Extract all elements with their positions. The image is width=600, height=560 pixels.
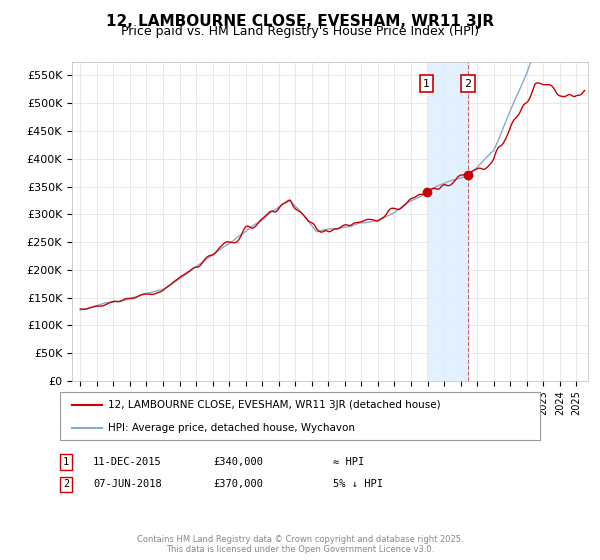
Text: ≈ HPI: ≈ HPI	[333, 457, 364, 467]
Text: £340,000: £340,000	[213, 457, 263, 467]
Text: 2: 2	[63, 479, 69, 489]
Text: 1: 1	[63, 457, 69, 467]
Text: 1: 1	[423, 79, 430, 89]
Text: 12, LAMBOURNE CLOSE, EVESHAM, WR11 3JR (detached house): 12, LAMBOURNE CLOSE, EVESHAM, WR11 3JR (…	[108, 400, 440, 410]
Text: 07-JUN-2018: 07-JUN-2018	[93, 479, 162, 489]
Text: 11-DEC-2015: 11-DEC-2015	[93, 457, 162, 467]
Bar	[427, 62, 468, 381]
Text: 5% ↓ HPI: 5% ↓ HPI	[333, 479, 383, 489]
Text: 2: 2	[464, 79, 472, 89]
Text: Contains HM Land Registry data © Crown copyright and database right 2025.
This d: Contains HM Land Registry data © Crown c…	[137, 535, 463, 554]
Text: HPI: Average price, detached house, Wychavon: HPI: Average price, detached house, Wych…	[108, 423, 355, 433]
Text: Price paid vs. HM Land Registry's House Price Index (HPI): Price paid vs. HM Land Registry's House …	[121, 25, 479, 38]
Text: 12, LAMBOURNE CLOSE, EVESHAM, WR11 3JR: 12, LAMBOURNE CLOSE, EVESHAM, WR11 3JR	[106, 14, 494, 29]
Text: £370,000: £370,000	[213, 479, 263, 489]
